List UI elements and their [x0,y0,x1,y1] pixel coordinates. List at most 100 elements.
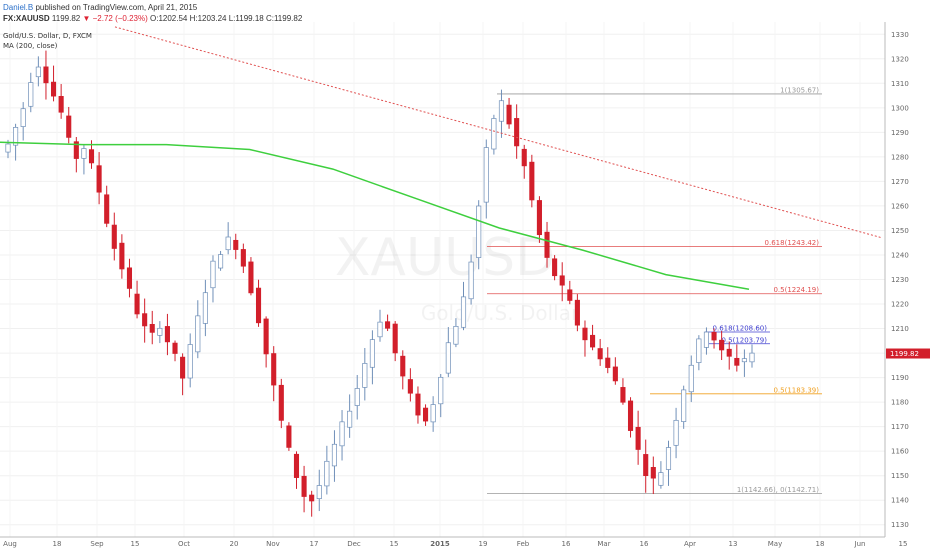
change-label: ▼ −2.72 (−0.23%) [82,14,148,23]
published-text: published on TradingView.com, April 21, … [35,3,198,12]
candle-body [741,358,747,363]
y-tick-label: 1320 [891,55,909,63]
x-tick-label: 19 [479,540,488,548]
trend-line [114,26,883,239]
candle-body [498,100,505,122]
candle-body [483,147,489,203]
y-tick-label: 1290 [891,129,909,137]
fib-label: 0.5(1203.79) [721,336,767,344]
candle-body [362,363,368,388]
candle-body [301,475,307,497]
y-axis-ticks: 1130114011501160117011801190120012101220… [891,31,909,529]
y-tick-label: 1170 [891,423,909,431]
candle-body [202,292,208,324]
candle-body [491,118,497,150]
watermark-subtitle: Gold/U.S. Dollar [421,301,580,325]
x-tick-label: Jun [854,540,866,548]
x-tick-label: 17 [310,540,319,548]
y-tick-label: 1330 [891,31,909,39]
candle-body [164,326,170,343]
x-tick-label: Aug [3,540,17,548]
candle-body [552,258,558,277]
candle-body [111,224,117,249]
candle-body [521,148,527,167]
candle-body [453,326,459,345]
y-tick-label: 1160 [891,448,909,456]
candle-body [658,472,664,486]
y-tick-label: 1130 [891,521,909,529]
x-tick-label: May [768,540,782,548]
candle-body [58,96,64,113]
candle-body [134,293,140,315]
candle-body [187,344,193,379]
last-price-tag: 1199.82 [886,348,930,359]
y-tick-label: 1260 [891,202,909,210]
candle-body [590,334,596,348]
candle-body [529,161,535,201]
candle-body [567,289,573,301]
candle-body [430,404,436,423]
candle-body [331,443,337,467]
candle-body [172,342,178,354]
candle-body [711,331,717,341]
candle-body [225,236,231,251]
candle-body [696,338,702,363]
candle-body [719,339,725,351]
candle-body [240,249,246,267]
candle-body [369,339,375,368]
x-tick-label: 20 [230,540,239,548]
candle-body [5,143,11,153]
y-tick-label: 1270 [891,178,909,186]
candle-body [142,313,148,327]
candles [5,50,755,517]
fib-label: 0.5(1183.39) [773,386,819,394]
candle-body [377,321,383,338]
author-name[interactable]: Daniel.B [3,3,34,12]
candle-body [180,356,186,379]
indicator-legend: MA (200, close) [3,42,58,50]
candle-body [703,331,709,348]
fib-label: 0.618(1208.60) [713,324,768,332]
chart-header: Daniel.B published on TradingView.com, A… [3,2,302,24]
candle-body [354,388,360,406]
candle-body [316,485,322,499]
candle-body [673,419,679,446]
last-price-text: 1199.82 [890,350,919,358]
candle-body [468,261,474,300]
candle-body [88,149,95,164]
candle-body [35,66,41,78]
y-tick-label: 1140 [891,497,909,505]
candle-body [627,400,634,431]
candle-body [536,200,542,236]
symbol-label: FX:XAUUSD [3,14,50,23]
candle-body [13,127,19,146]
candle-body [119,242,125,270]
fib-label: 0.618(1243.42) [765,239,820,247]
x-tick-label: Mar [597,540,610,548]
candle-body [195,315,201,353]
candle-body [681,389,687,422]
candle-body [620,387,626,403]
x-tick-label: Dec [347,540,361,548]
candle-body [559,275,565,286]
y-tick-label: 1240 [891,251,909,259]
candle-body [544,231,550,258]
x-tick-label: 2015 [430,540,450,548]
last-price-box [886,348,930,359]
y-tick-label: 1150 [891,472,909,480]
candle-body [665,447,672,470]
candle-body [149,324,155,333]
candle-body [43,66,49,84]
x-tick-label: 16 [640,540,649,548]
candle-body [271,353,277,386]
x-tick-label: 18 [53,540,62,548]
candle-body [104,194,110,224]
x-tick-label: Feb [517,540,530,548]
y-tick-label: 1210 [891,325,909,333]
candle-body [51,81,57,97]
fib-label: 1(1305.67) [780,86,819,94]
x-tick-label: 15 [390,540,399,548]
candle-body [726,348,732,357]
candle-body [210,260,216,289]
